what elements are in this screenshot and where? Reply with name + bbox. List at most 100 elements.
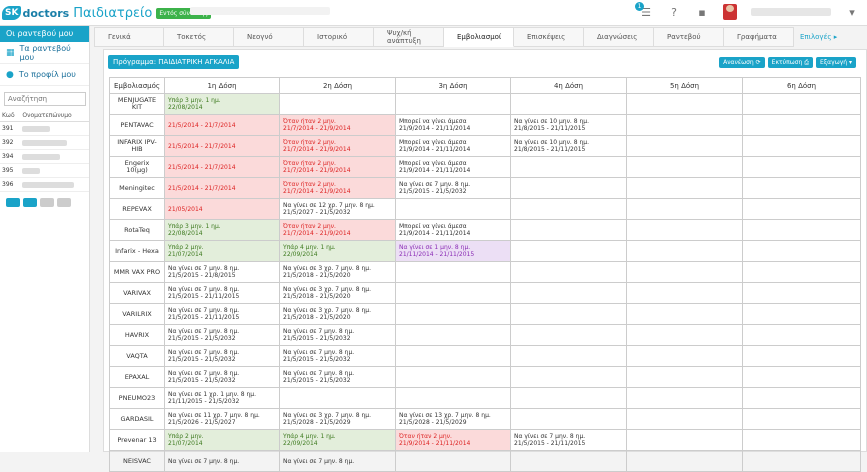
dose-cell[interactable] (510, 387, 627, 409)
dose-cell[interactable] (626, 345, 743, 367)
dose-cell[interactable] (742, 177, 861, 199)
dose-cell[interactable]: Μπορεί να γίνει άμεσα 21/9/2014 - 21/11/2… (395, 219, 511, 241)
column-header-name[interactable]: Ονοματεπώνυμο (20, 110, 89, 122)
dose-cell[interactable]: 21/5/2014 - 21/7/2014 (164, 114, 280, 136)
dose-cell[interactable] (395, 282, 511, 304)
chevron-down-icon[interactable]: ▾ (849, 5, 855, 19)
dose-cell[interactable] (510, 198, 627, 220)
dose-cell[interactable]: Όταν ήταν 2 μην. 21/9/2014 - 21/11/2014 (395, 429, 511, 451)
tab-appointments[interactable]: Ραντεβού (654, 27, 724, 47)
dose-cell[interactable] (510, 450, 627, 472)
help-icon[interactable]: ? (671, 5, 677, 19)
dose-cell[interactable]: Να γίνει σε 7 μην. 8 ημ. 21/5/2015 - 21/5… (164, 345, 280, 367)
dose-cell[interactable]: Να γίνει σε 7 μην. 8 ημ. 21/5/2015 - 21/5… (279, 345, 396, 367)
sidebar-item-my-appointments[interactable]: ▦ Τα ραντεβού μου (0, 42, 89, 64)
dose-cell[interactable] (279, 93, 396, 115)
dose-cell[interactable] (626, 429, 743, 451)
tab-history[interactable]: Ιστορικό (304, 27, 374, 47)
avatar[interactable] (723, 4, 737, 20)
dose-cell[interactable] (510, 177, 627, 199)
dose-cell[interactable] (510, 408, 627, 430)
dose-cell[interactable]: Υπάρ 4 μην. 1 ημ. 22/09/2014 (279, 240, 396, 262)
dose-cell[interactable] (742, 450, 861, 472)
dose-cell[interactable]: Μπορεί να γίνει άμεσα 21/9/2014 - 21/11/2… (395, 156, 511, 178)
patient-search-input[interactable] (4, 92, 86, 106)
tab-development[interactable]: Ψυχ/κή ανάπτυξη (374, 27, 444, 47)
dose-cell[interactable] (742, 282, 861, 304)
dose-cell[interactable] (395, 303, 511, 325)
dose-cell[interactable]: Όταν ήταν 2 μην. 21/7/2014 - 21/9/2014 (279, 114, 396, 136)
tab-vaccinations[interactable]: Εμβολιασμοί (444, 27, 514, 47)
dose-cell[interactable]: Μπορεί να γίνει άμεσα 21/9/2014 - 21/11/2… (395, 114, 511, 136)
dose-cell[interactable]: Να γίνει σε 7 μην. 8 ημ. 21/5/2015 - 21/5… (164, 366, 280, 388)
dose-cell[interactable] (742, 156, 861, 178)
dose-cell[interactable] (742, 135, 861, 157)
dose-cell[interactable] (510, 93, 627, 115)
dose-cell[interactable]: Όταν ήταν 2 μην. 21/7/2014 - 21/9/2014 (279, 135, 396, 157)
chat-icon[interactable]: ▪ (698, 5, 706, 19)
dose-cell[interactable] (742, 219, 861, 241)
dose-cell[interactable] (626, 408, 743, 430)
dose-cell[interactable]: 21/05/2014 (164, 198, 280, 220)
dose-cell[interactable] (510, 303, 627, 325)
dose-cell[interactable]: Να γίνει σε 13 χρ. 7 μην. 8 ημ. 21/5/2028… (395, 408, 511, 430)
dose-cell[interactable] (626, 303, 743, 325)
tab-visits[interactable]: Επισκέψεις (514, 27, 584, 47)
dose-cell[interactable] (510, 366, 627, 388)
dose-cell[interactable]: Να γίνει σε 3 χρ. 7 μην. 8 ημ. 21/5/2018 … (279, 303, 396, 325)
table-row[interactable]: 394 (0, 149, 89, 164)
dose-cell[interactable]: Να γίνει σε 7 μην. 8 ημ. (164, 450, 280, 472)
dose-cell[interactable] (510, 324, 627, 346)
dose-cell[interactable] (742, 93, 861, 115)
dose-cell[interactable] (626, 198, 743, 220)
refresh-button[interactable]: Ανανέωση ⟳ (719, 57, 765, 68)
table-row[interactable]: 396 (0, 177, 89, 192)
dose-cell[interactable] (395, 261, 511, 283)
tab-general[interactable]: Γενικά (94, 27, 164, 47)
dose-cell[interactable] (510, 261, 627, 283)
dose-cell[interactable]: Υπάρ 2 μην. 21/07/2014 (164, 429, 280, 451)
dose-cell[interactable] (626, 366, 743, 388)
dose-cell[interactable] (742, 387, 861, 409)
tab-options[interactable]: Επιλογές ▸ (800, 33, 838, 41)
dose-cell[interactable] (742, 261, 861, 283)
dose-cell[interactable] (510, 219, 627, 241)
table-row[interactable]: 392 (0, 135, 89, 150)
dose-cell[interactable] (742, 303, 861, 325)
dose-cell[interactable]: Να γίνει σε 7 μην. 8 ημ. 21/5/2015 - 21/5… (164, 324, 280, 346)
dose-cell[interactable] (626, 324, 743, 346)
dose-cell[interactable] (742, 366, 861, 388)
dose-cell[interactable]: 21/5/2014 - 21/7/2014 (164, 177, 280, 199)
dose-cell[interactable]: Να γίνει σε 3 χρ. 7 μην. 8 ημ. 21/5/2028 … (279, 408, 396, 430)
dose-cell[interactable]: Να γίνει σε 10 μην. 8 ημ. 21/8/2015 - 21/… (510, 135, 627, 157)
dose-cell[interactable] (395, 324, 511, 346)
dose-cell[interactable]: Να γίνει σε 7 μην. 8 ημ. 21/5/2015 - 21/5… (279, 324, 396, 346)
dose-cell[interactable] (510, 345, 627, 367)
dose-cell[interactable] (626, 135, 743, 157)
dose-cell[interactable]: Υπάρ 3 μην. 1 ημ. 22/08/2014 (164, 219, 280, 241)
dose-cell[interactable] (626, 240, 743, 262)
dose-cell[interactable] (626, 387, 743, 409)
tab-birth[interactable]: Τοκετός (164, 27, 234, 47)
user-name[interactable] (751, 8, 831, 16)
dose-cell[interactable]: 21/5/2014 - 21/7/2014 (164, 135, 280, 157)
dose-cell[interactable]: 21/5/2014 - 21/7/2014 (164, 156, 280, 178)
next-page-button[interactable] (40, 198, 54, 207)
dose-cell[interactable]: Να γίνει σε 10 μην. 8 ημ. 21/8/2015 - 21/… (510, 114, 627, 136)
dose-cell[interactable] (510, 156, 627, 178)
tab-diagnoses[interactable]: Διαγνώσεις (584, 27, 654, 47)
dose-cell[interactable]: Υπάρ 4 μην. 1 ημ. 22/09/2014 (279, 429, 396, 451)
dose-cell[interactable]: Υπάρ 2 μην. 21/07/2014 (164, 240, 280, 262)
column-header-vaccine[interactable]: Εμβολιασμός (109, 77, 165, 94)
dose-cell[interactable]: Να γίνει σε 11 χρ. 7 μην. 8 ημ. 21/5/2026… (164, 408, 280, 430)
print-button[interactable]: Εκτύπωση ⎙ (767, 57, 814, 68)
dose-cell[interactable] (626, 282, 743, 304)
dose-cell[interactable]: Να γίνει σε 7 μην. 8 ημ. 21/5/2015 - 21/8… (164, 261, 280, 283)
dose-cell[interactable]: Όταν ήταν 2 μην. 21/7/2014 - 21/9/2014 (279, 156, 396, 178)
first-page-button[interactable] (6, 198, 20, 207)
dose-cell[interactable] (395, 198, 511, 220)
tab-charts[interactable]: Γραφήματα (724, 27, 794, 47)
table-row[interactable]: 391 (0, 121, 89, 136)
dose-cell[interactable] (395, 345, 511, 367)
dose-cell[interactable] (742, 240, 861, 262)
